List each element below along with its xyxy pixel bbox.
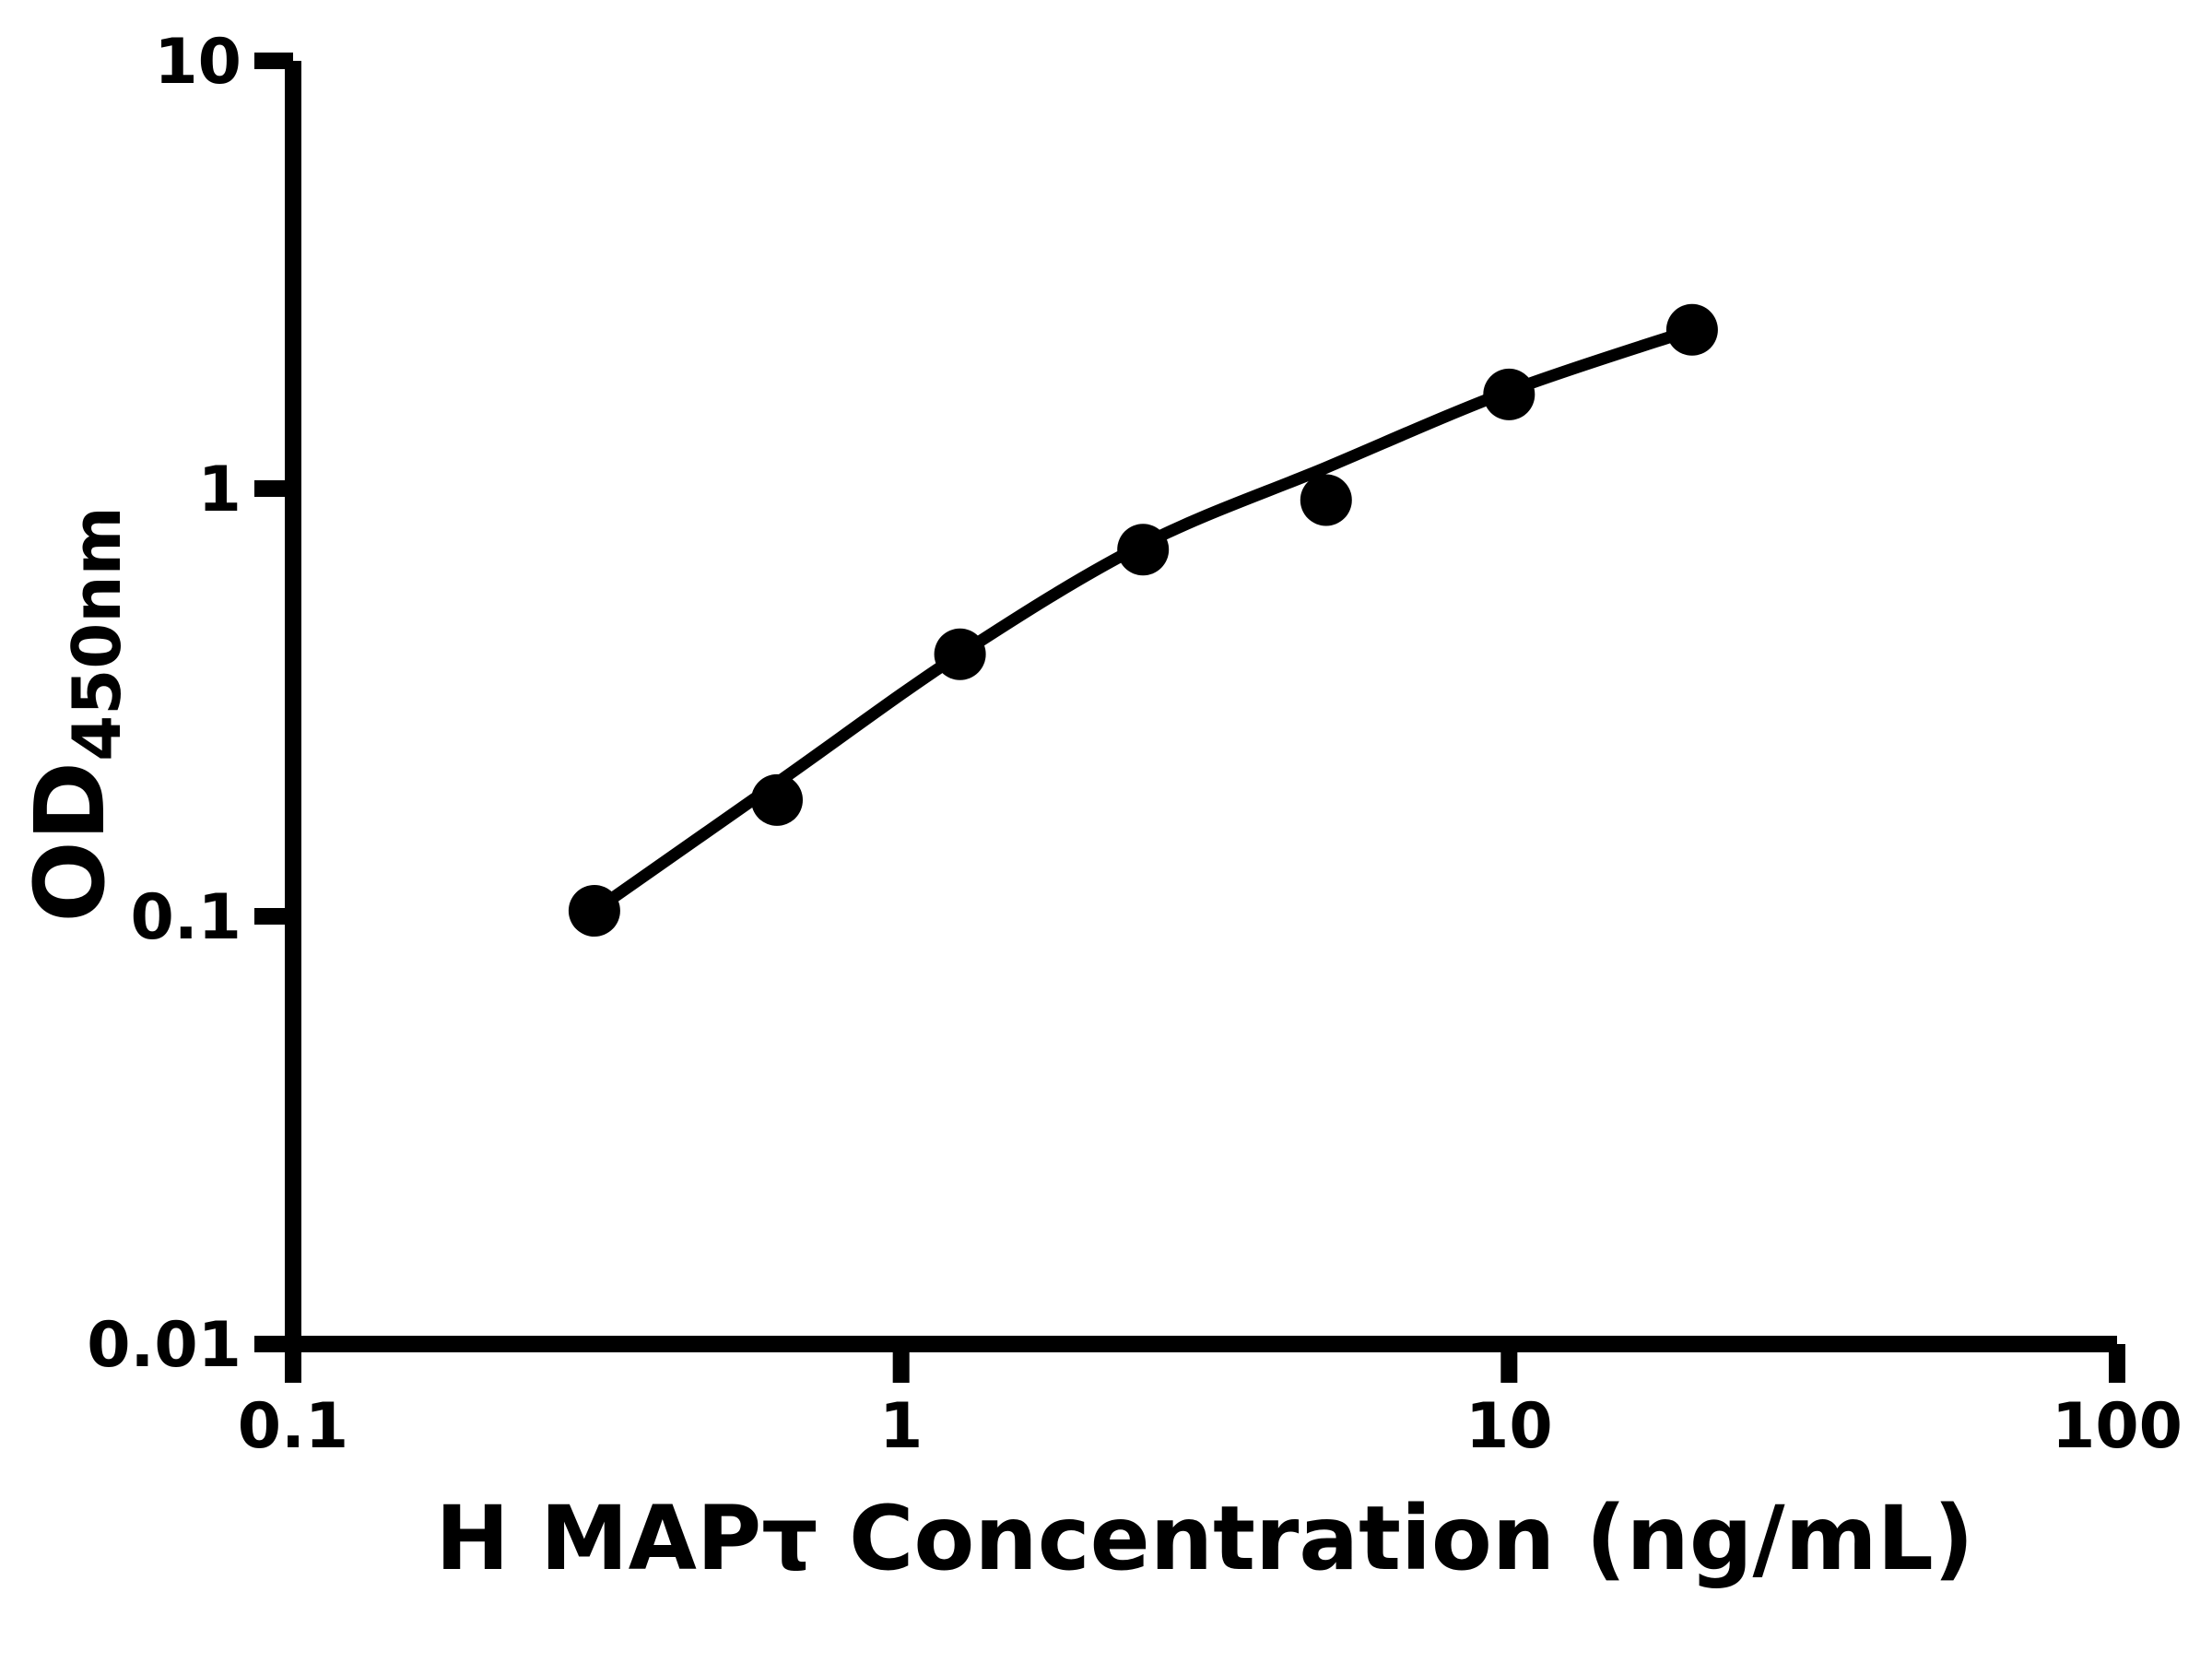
data-point-marker — [934, 628, 986, 680]
y-axis-title: OD450nm — [14, 506, 135, 922]
x-tick-label: 100 — [2052, 1390, 2183, 1463]
y-axis-title-main: OD — [14, 761, 126, 923]
axis-ticks — [254, 53, 2125, 1383]
axis-tick-labels: 0.1 1 10 100 0.01 0.1 1 10 — [87, 26, 2183, 1463]
y-tick-label: 0.01 — [87, 1309, 241, 1382]
data-point-marker — [1300, 474, 1352, 526]
fitted-curve — [591, 324, 1694, 916]
axis-frame — [285, 61, 2117, 1352]
data-point-marker — [751, 773, 803, 826]
x-tick-label: 10 — [1465, 1390, 1553, 1463]
standard-curve-line — [591, 324, 1694, 916]
data-point-marker — [1665, 303, 1718, 356]
x-tick-label: 0.1 — [238, 1390, 348, 1463]
data-point-marker — [1483, 368, 1535, 420]
y-tick-label: 10 — [154, 26, 241, 99]
x-tick-label: 1 — [879, 1390, 923, 1463]
data-point-marker — [1117, 524, 1170, 576]
y-tick-label: 0.1 — [131, 881, 241, 954]
x-axis-title: H MAPτ Concentration (ng/mL) — [435, 1487, 1973, 1590]
axes — [285, 61, 2117, 1352]
y-tick-label: 1 — [198, 454, 241, 526]
data-points — [568, 303, 1718, 937]
y-axis-title-subscript: 450nm — [58, 506, 135, 761]
data-point-marker — [568, 885, 620, 937]
